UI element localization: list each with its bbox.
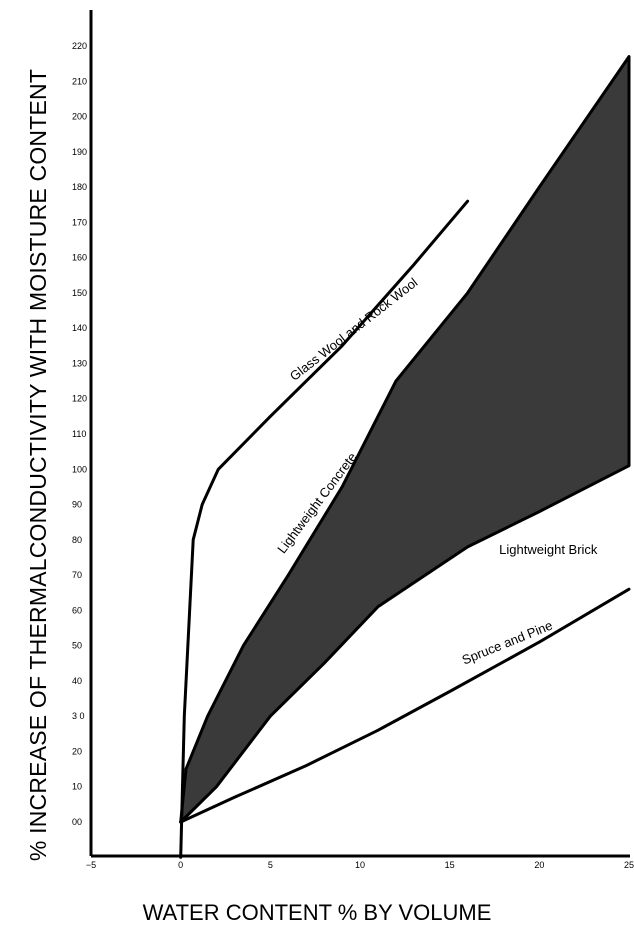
y-tick-label: 120	[72, 394, 87, 404]
y-tick-label: 20	[72, 746, 82, 756]
y-tick-label: 160	[72, 253, 87, 263]
x-axis-title: WATER CONTENT % BY VOLUME	[142, 900, 492, 925]
shaded-region-layer	[180, 56, 629, 823]
y-tick-label: 180	[72, 182, 87, 192]
y-tick-label: 00	[72, 817, 82, 827]
series-line-lightweight-brick	[179, 464, 631, 824]
y-tick-label: 90	[72, 500, 82, 510]
y-tick-label: 80	[72, 535, 82, 545]
y-tick-label: 220	[72, 41, 87, 51]
x-tick-label: 0	[178, 860, 183, 870]
y-tick-label: 210	[72, 76, 87, 86]
y-tick-label: 110	[72, 429, 86, 439]
x-tick-label: 5	[268, 860, 273, 870]
series-label-lightweight-brick: Lightweight Brick	[499, 542, 598, 557]
y-tick-label: 60	[72, 605, 82, 615]
series-line-spruce-and-pine	[179, 587, 631, 824]
y-tick-label: 170	[72, 217, 87, 227]
y-tick-label: 50	[72, 641, 82, 651]
x-tick-label: −5	[86, 860, 96, 870]
y-tick-label: 40	[72, 676, 82, 686]
series-line-glass-wool-and-rock-wool	[179, 199, 470, 859]
x-tick-label: 25	[624, 860, 634, 870]
shaded-region	[180, 56, 629, 823]
series-line-lightweight-concrete	[179, 55, 631, 824]
y-tick-label: 10	[72, 782, 82, 792]
y-tick-label: 140	[72, 323, 87, 333]
y-tick-label: 70	[72, 570, 82, 580]
series-label-glass-wool-and-rock-wool: Glass Wool and Rock Wool	[287, 275, 421, 384]
y-tick-label: 100	[72, 464, 87, 474]
x-tick-label: 15	[445, 860, 455, 870]
y-tick-label: 3 0	[72, 711, 85, 721]
x-tick-label: 20	[534, 860, 544, 870]
y-tick-label: 150	[72, 288, 87, 298]
x-tick-label: 10	[355, 860, 365, 870]
series-lines	[179, 55, 631, 859]
y-tick-label: 130	[72, 358, 87, 368]
y-tick-label: 190	[72, 147, 87, 157]
y-tick-label: 200	[72, 112, 87, 122]
y-axis-title: % INCREASE OF THERMALCONDUCTIVITY WITH M…	[25, 68, 51, 862]
